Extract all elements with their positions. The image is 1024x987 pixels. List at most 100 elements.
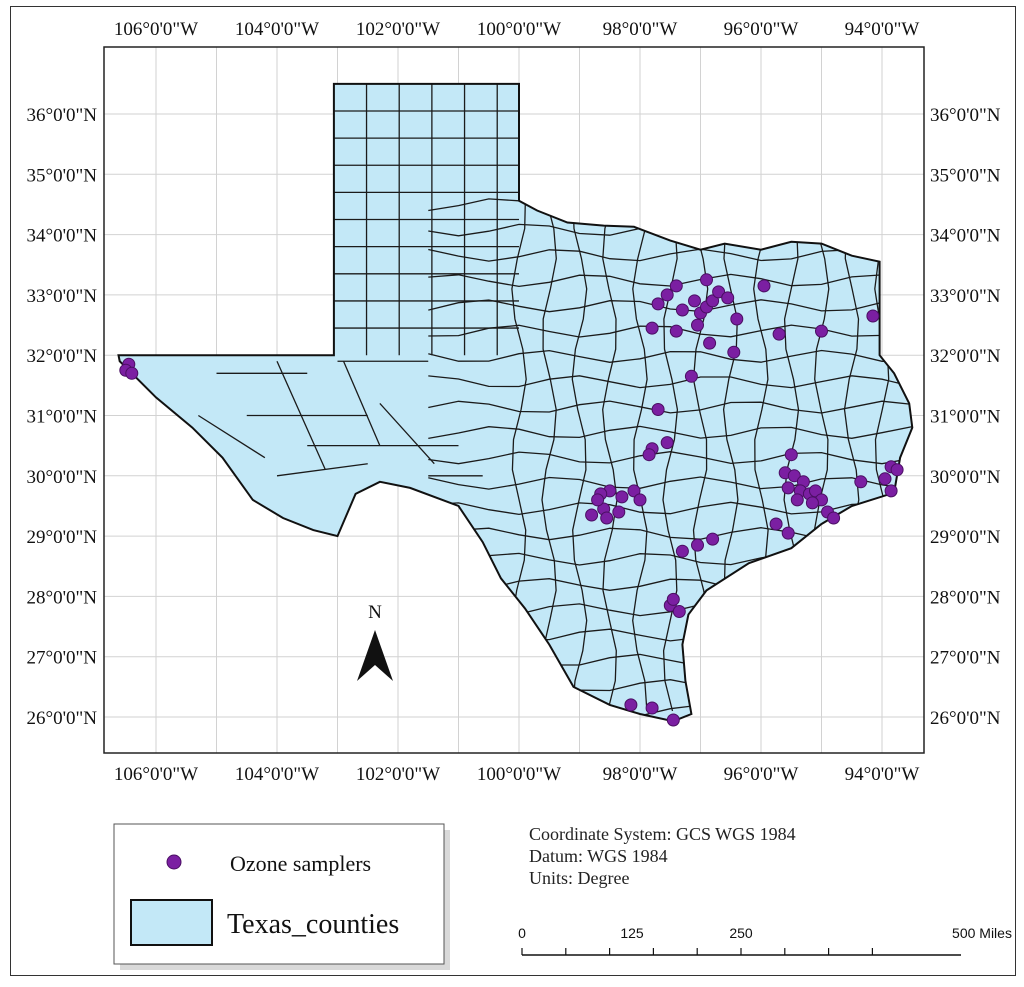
ozone-sampler-point[interactable] (727, 345, 741, 359)
lat-label: 33°0'0"N (930, 286, 1001, 307)
lon-label: 98°0'0"W (603, 764, 678, 785)
lat-label: 26°0'0"N (930, 708, 1001, 729)
legend-counties-label: Texas_counties (227, 909, 399, 940)
ozone-sampler-point[interactable] (827, 511, 841, 525)
lon-label: 100°0'0"W (477, 764, 561, 785)
lat-label: 27°0'0"N (27, 648, 98, 669)
ozone-sampler-point[interactable] (666, 713, 680, 727)
ozone-sampler-point[interactable] (781, 526, 795, 540)
ozone-sampler-point[interactable] (784, 448, 798, 462)
ozone-sampler-point[interactable] (815, 324, 828, 338)
units-text: Units: Degree (529, 868, 630, 888)
ozone-sampler-point[interactable] (691, 318, 704, 332)
lon-label: 104°0'0"W (235, 19, 319, 40)
texas-fill (118, 83, 913, 722)
ozone-sampler-point[interactable] (612, 505, 626, 519)
lat-label: 34°0'0"N (27, 226, 98, 247)
lat-label: 31°0'0"N (930, 407, 1001, 428)
ozone-sampler-point[interactable] (884, 484, 898, 498)
lat-label: 28°0'0"N (27, 587, 98, 608)
ozone-sampler-point[interactable] (645, 321, 659, 335)
lon-label: 98°0'0"W (603, 19, 678, 40)
ozone-sampler-point[interactable] (645, 701, 659, 715)
lon-label: 100°0'0"W (477, 19, 561, 40)
legend-sampler-symbol (166, 854, 182, 870)
ozone-sampler-point[interactable] (757, 279, 771, 293)
scale-bar: 0 125 250 500 Miles (518, 925, 1012, 956)
ozone-sampler-point[interactable] (642, 448, 656, 462)
ozone-sampler-point[interactable] (688, 294, 701, 308)
ozone-sampler-point[interactable] (675, 544, 689, 558)
ozone-sampler-point[interactable] (669, 324, 683, 338)
map-data-frame (103, 46, 925, 754)
ozone-sampler-point[interactable] (787, 469, 801, 483)
legend: Ozone samplers Texas_counties (113, 823, 450, 970)
lat-label: 30°0'0"N (27, 467, 98, 488)
lat-label: 31°0'0"N (27, 407, 98, 428)
ozone-sampler-point[interactable] (691, 538, 704, 552)
ozone-sampler-point[interactable] (633, 493, 647, 507)
ozone-sampler-point[interactable] (684, 369, 698, 383)
ozone-sampler-point[interactable] (866, 309, 880, 323)
latitude-labels-right: 36°0'0"N 35°0'0"N 34°0'0"N 33°0'0"N 32°0'0"N… (930, 105, 1001, 729)
lat-label: 29°0'0"N (27, 527, 98, 548)
lat-label: 27°0'0"N (930, 648, 1001, 669)
ozone-sampler-point[interactable] (721, 291, 735, 305)
ozone-sampler-point[interactable] (700, 273, 713, 287)
ozone-sampler-point[interactable] (624, 698, 638, 712)
ozone-sampler-point[interactable] (769, 517, 783, 531)
ozone-sampler-point[interactable] (651, 297, 665, 311)
ozone-sampler-point[interactable] (805, 496, 819, 510)
ozone-sampler-point[interactable] (675, 303, 689, 317)
ozone-sampler-point[interactable] (772, 327, 786, 341)
ozone-sampler-point[interactable] (781, 481, 795, 495)
legend-counties-swatch (130, 899, 213, 946)
ozone-sampler-point[interactable] (669, 279, 683, 293)
lat-label: 35°0'0"N (27, 165, 98, 186)
ozone-sampler-point[interactable] (730, 312, 744, 326)
lat-label: 36°0'0"N (27, 105, 98, 126)
ozone-sampler-point[interactable] (591, 493, 605, 507)
longitude-labels-top: 106°0'0"W 104°0'0"W 102°0'0"W 100°0'0"W 98°0… (114, 19, 920, 40)
ozone-sampler-point[interactable] (666, 592, 680, 606)
lon-label: 94°0'0"W (845, 19, 920, 40)
longitude-labels-bottom: 106°0'0"W 104°0'0"W 102°0'0"W 100°0'0"W 98°0… (114, 764, 920, 785)
ozone-sampler-point[interactable] (703, 336, 717, 350)
ozone-sampler-point[interactable] (878, 472, 892, 486)
lon-label: 102°0'0"W (356, 19, 440, 40)
lon-label: 106°0'0"W (114, 19, 198, 40)
ozone-samplers-layer[interactable] (119, 273, 904, 727)
coordinate-system-text: Coordinate System: GCS WGS 1984 (529, 824, 796, 844)
lat-label: 34°0'0"N (930, 226, 1001, 247)
ozone-sampler-point[interactable] (790, 493, 804, 507)
lat-label: 36°0'0"N (930, 105, 1001, 126)
ozone-sampler-point[interactable] (651, 403, 665, 416)
lon-label: 102°0'0"W (356, 764, 440, 785)
ozone-sampler-point[interactable] (600, 511, 614, 525)
ozone-sampler-point[interactable] (854, 475, 868, 489)
ozone-sampler-point[interactable] (706, 294, 720, 308)
ozone-sampler-point[interactable] (890, 463, 904, 477)
ozone-sampler-point[interactable] (627, 484, 641, 498)
ozone-sampler-point[interactable] (809, 484, 822, 498)
lon-label: 96°0'0"W (724, 19, 799, 40)
lat-label: 35°0'0"N (930, 165, 1001, 186)
ozone-sampler-point[interactable] (706, 532, 720, 546)
ozone-sampler-point[interactable] (672, 605, 686, 618)
ozone-sampler-point[interactable] (660, 436, 674, 450)
ozone-sampler-point[interactable] (712, 285, 726, 299)
ozone-sampler-point[interactable] (585, 508, 599, 522)
ozone-sampler-point[interactable] (125, 366, 139, 380)
legend-ozone-label: Ozone samplers (230, 851, 371, 876)
ozone-sampler-point[interactable] (660, 288, 674, 302)
ozone-sampler-point[interactable] (615, 490, 629, 504)
lat-label: 26°0'0"N (27, 708, 98, 729)
scale-label-250: 250 (729, 925, 753, 941)
scale-label-500: 500 Miles (952, 925, 1012, 941)
scale-label-125: 125 (620, 925, 644, 941)
lon-label: 104°0'0"W (235, 764, 319, 785)
lon-label: 94°0'0"W (845, 764, 920, 785)
lat-label: 32°0'0"N (27, 346, 98, 367)
lat-label: 28°0'0"N (930, 587, 1001, 608)
